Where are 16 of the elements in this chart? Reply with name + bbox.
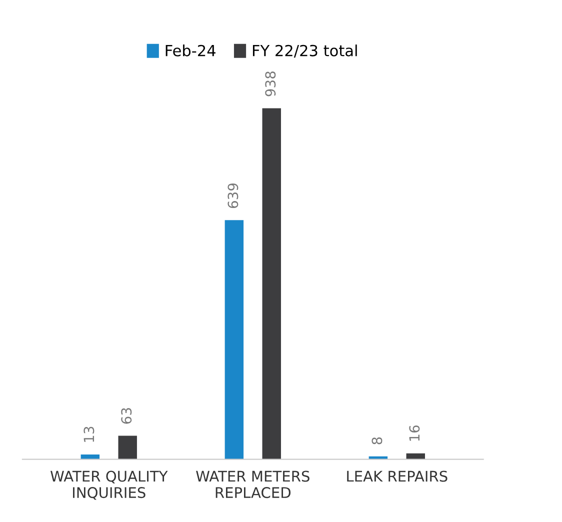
data-label: 63 bbox=[121, 408, 132, 424]
bar bbox=[406, 453, 425, 460]
legend-label: Feb-24 bbox=[166, 44, 216, 56]
bar bbox=[80, 454, 100, 460]
bar bbox=[224, 220, 244, 460]
x-tick-label: WATER QUALITY INQUIRIES bbox=[50, 470, 168, 500]
data-label: 8 bbox=[372, 437, 382, 444]
legend-label: FY 22/23 total bbox=[252, 44, 357, 58]
data-label: 13 bbox=[84, 426, 94, 442]
x-tick-label: LEAK REPAIRS bbox=[347, 470, 448, 482]
bar bbox=[262, 108, 281, 460]
x-tick-label: WATER METERS REPLACED bbox=[196, 470, 310, 498]
bar bbox=[118, 436, 137, 460]
data-label: 639 bbox=[228, 183, 238, 208]
data-label: 938 bbox=[265, 72, 276, 96]
data-label: 16 bbox=[409, 425, 420, 441]
